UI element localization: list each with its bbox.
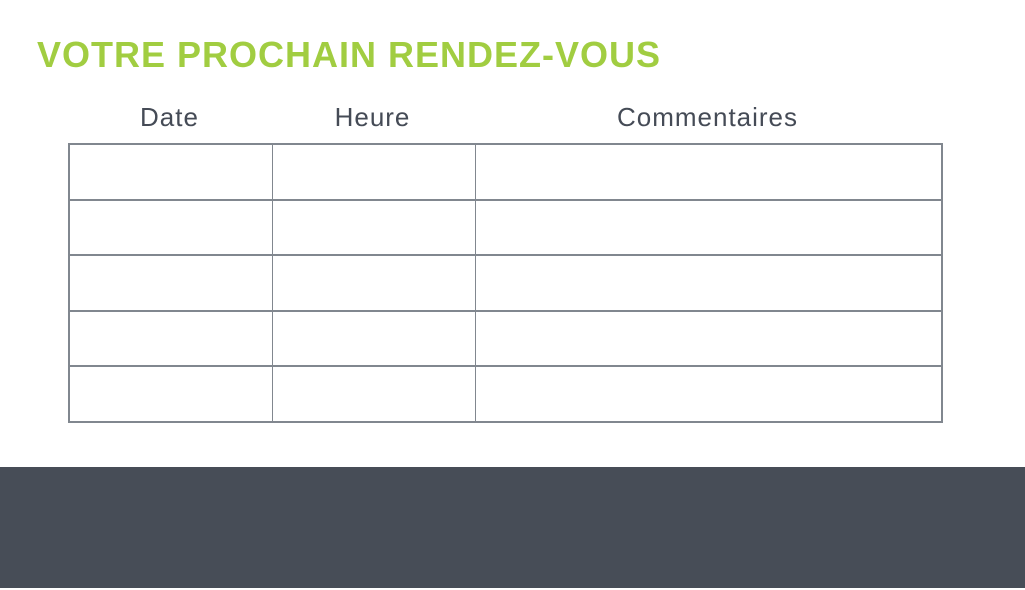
column-header-date: Date (140, 102, 199, 132)
table-cell-heure (271, 198, 476, 257)
appointments-table (68, 143, 943, 423)
table-cell-date (68, 198, 273, 257)
table-row (68, 254, 943, 312)
table-cell-heure (271, 365, 476, 423)
table-cell-date (68, 254, 273, 312)
footer-band (0, 467, 1025, 588)
page-title: VOTRE PROCHAIN RENDEZ-VOUS (37, 34, 662, 75)
table-cell-commentaires (474, 365, 943, 423)
table-cell-commentaires (474, 254, 943, 312)
table-cell-heure (271, 143, 476, 201)
table-cell-date (68, 143, 273, 201)
table-row (68, 198, 943, 257)
table-column-headers: Date Heure Commentaires (68, 100, 941, 134)
table-cell-commentaires (474, 309, 943, 368)
table-row (68, 143, 943, 201)
table-row (68, 309, 943, 368)
table-cell-date (68, 365, 273, 423)
appointments-table-body (68, 143, 943, 423)
table-cell-heure (271, 254, 476, 312)
table-cell-commentaires (474, 198, 943, 257)
table-cell-commentaires (474, 143, 943, 201)
table-row (68, 365, 943, 423)
column-header-commentaires: Commentaires (616, 102, 799, 132)
table-cell-date (68, 309, 273, 368)
column-header-heure: Heure (334, 102, 411, 132)
table-cell-heure (271, 309, 476, 368)
